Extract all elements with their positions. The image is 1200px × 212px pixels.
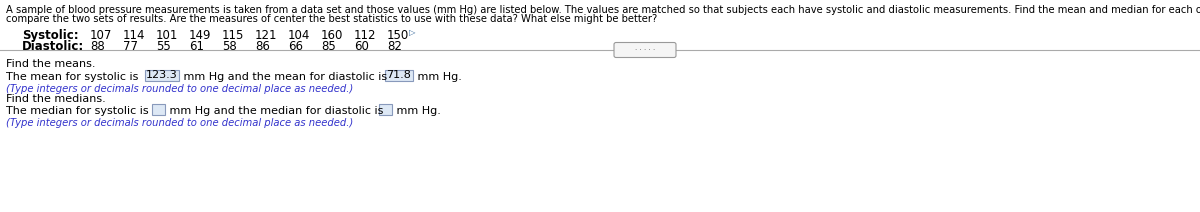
Text: 114: 114 (124, 29, 145, 42)
Text: The mean for systolic is: The mean for systolic is (6, 72, 142, 82)
Text: 150: 150 (386, 29, 409, 42)
Text: Diastolic:: Diastolic: (22, 40, 84, 53)
Text: 121: 121 (256, 29, 277, 42)
Bar (385, 70, 413, 81)
Text: 104: 104 (288, 29, 311, 42)
Text: The median for systolic is: The median for systolic is (6, 106, 149, 116)
Bar (145, 70, 179, 81)
Text: 71.8: 71.8 (386, 71, 412, 81)
Text: mm Hg and the mean for diastolic is: mm Hg and the mean for diastolic is (180, 72, 390, 82)
Text: 77: 77 (124, 40, 138, 53)
Text: mm Hg.: mm Hg. (394, 106, 442, 116)
Text: Systolic:: Systolic: (22, 29, 79, 42)
Text: 66: 66 (288, 40, 302, 53)
FancyBboxPatch shape (614, 42, 676, 57)
Text: 107: 107 (90, 29, 113, 42)
Text: 82: 82 (386, 40, 402, 53)
Text: (Type integers or decimals rounded to one decimal place as needed.): (Type integers or decimals rounded to on… (6, 118, 353, 128)
Text: 115: 115 (222, 29, 245, 42)
Text: Find the means.: Find the means. (6, 59, 96, 69)
Text: 55: 55 (156, 40, 170, 53)
Text: compare the two sets of results. Are the measures of center the best statistics : compare the two sets of results. Are the… (6, 14, 658, 24)
Text: 101: 101 (156, 29, 179, 42)
Text: 58: 58 (222, 40, 236, 53)
Text: 112: 112 (354, 29, 377, 42)
Text: mm Hg.: mm Hg. (414, 72, 462, 82)
Text: A sample of blood pressure measurements is taken from a data set and those value: A sample of blood pressure measurements … (6, 5, 1200, 15)
Text: 149: 149 (190, 29, 211, 42)
Text: · · · · ·: · · · · · (635, 47, 655, 53)
Text: 123.3: 123.3 (145, 71, 178, 81)
Text: 86: 86 (256, 40, 270, 53)
Text: (Type integers or decimals rounded to one decimal place as needed.): (Type integers or decimals rounded to on… (6, 84, 353, 94)
Bar (152, 104, 166, 115)
Text: 60: 60 (354, 40, 368, 53)
Text: mm Hg and the median for diastolic is: mm Hg and the median for diastolic is (167, 106, 384, 116)
Bar (379, 104, 392, 115)
Text: 85: 85 (322, 40, 336, 53)
Text: 88: 88 (90, 40, 104, 53)
Text: 160: 160 (322, 29, 343, 42)
Text: Find the medians.: Find the medians. (6, 94, 106, 104)
Text: ▷: ▷ (409, 28, 415, 37)
Text: 61: 61 (190, 40, 204, 53)
